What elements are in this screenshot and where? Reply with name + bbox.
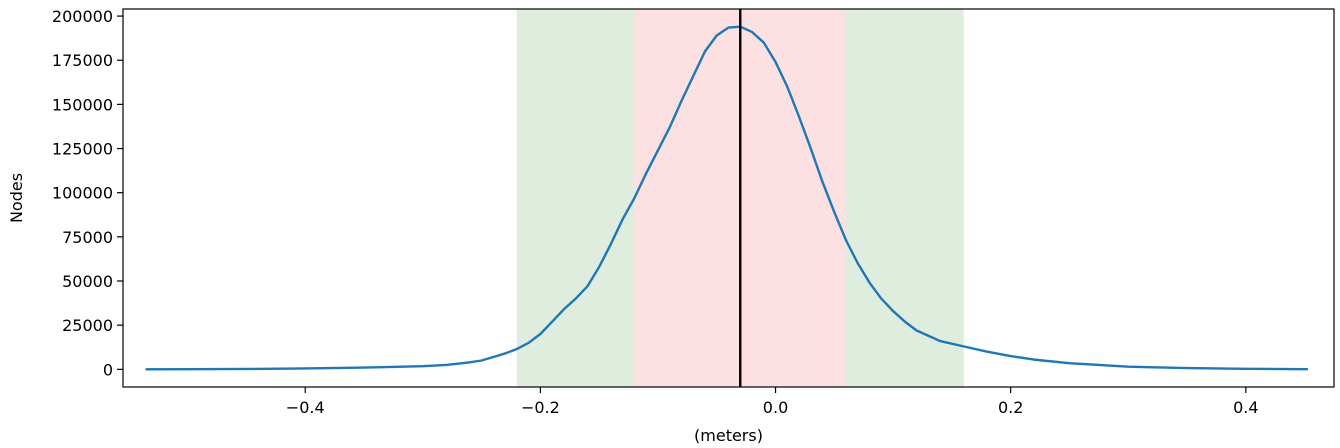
y-tick-label: 0 (103, 360, 113, 379)
series-line-0 (145, 25, 1309, 371)
x-tick-label: 0.0 (763, 398, 788, 417)
x-tick-label: −0.2 (521, 398, 560, 417)
y-tick-label: 150000 (52, 95, 113, 114)
x-tick-label: 0.2 (998, 398, 1023, 417)
y-tick-label: 100000 (52, 184, 113, 203)
x-axis-label: (meters) (694, 426, 763, 445)
y-tick-label: 75000 (62, 228, 113, 247)
y-tick-label: 175000 (52, 51, 113, 70)
x-tick-label: 0.4 (1233, 398, 1258, 417)
y-axis: 0 25000 50000 75000 100000 125000 150000 175000… (52, 7, 123, 379)
y-tick-label: 125000 (52, 140, 113, 159)
y-tick-label: 200000 (52, 7, 113, 26)
y-axis-label: Nodes (7, 173, 26, 223)
series-layer (145, 25, 1309, 371)
plot-frame (122, 8, 1335, 388)
x-axis: −0.4 −0.2 0.0 0.2 0.4 (286, 387, 1259, 417)
y-tick-label: 25000 (62, 316, 113, 335)
y-tick-label: 50000 (62, 272, 113, 291)
x-tick-label: −0.4 (286, 398, 325, 417)
